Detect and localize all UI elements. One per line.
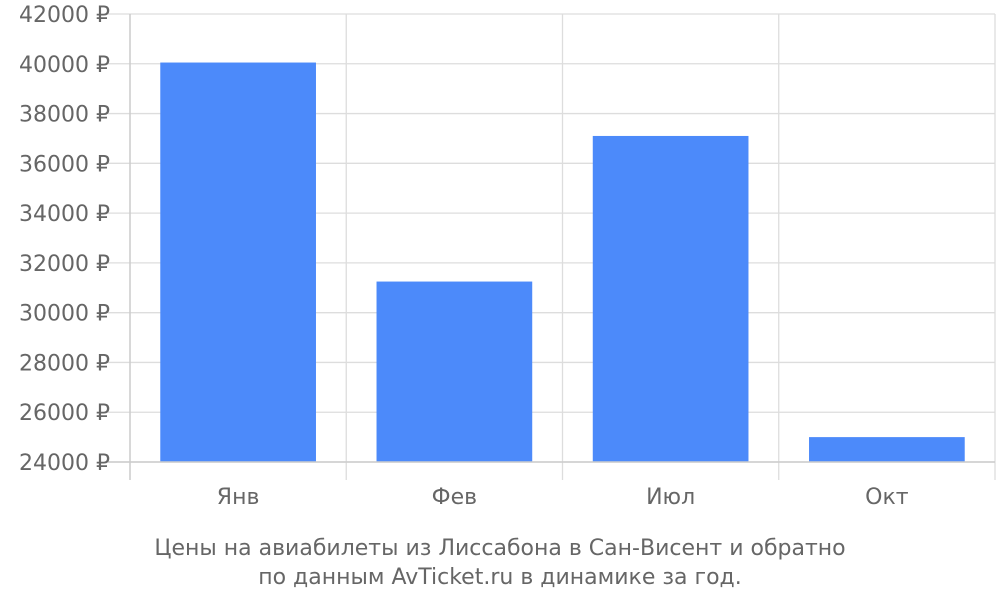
y-axis-tick-labels: 24000 ₽ 26000 ₽ 28000 ₽ 30000 ₽ 32000 ₽ 34000… <box>19 3 110 476</box>
bars <box>160 62 965 463</box>
bar-3 <box>809 437 965 462</box>
x-tick-label: Фев <box>432 485 477 510</box>
chart-caption-line-1: Цены на авиабилеты из Лиссабона в Сан-Ви… <box>154 536 845 561</box>
y-tick-label: 40000 ₽ <box>19 53 110 78</box>
bar-0 <box>160 62 316 463</box>
y-tick-label: 36000 ₽ <box>19 152 110 177</box>
x-axis-tick-labels: Янв Фев Июл Окт <box>217 485 909 510</box>
axes <box>108 14 995 480</box>
x-tick-label: Янв <box>217 485 260 510</box>
y-tick-label: 24000 ₽ <box>19 451 110 476</box>
y-tick-label: 34000 ₽ <box>19 202 110 227</box>
y-tick-label: 42000 ₽ <box>19 3 110 28</box>
bar-2 <box>592 135 749 462</box>
y-tick-label: 28000 ₽ <box>19 351 110 376</box>
y-tick-label: 30000 ₽ <box>19 302 110 327</box>
bar-1 <box>376 281 533 462</box>
x-tick-label: Окт <box>865 485 909 510</box>
x-tick-label: Июл <box>646 485 695 510</box>
y-tick-label: 32000 ₽ <box>19 252 110 277</box>
y-tick-label: 26000 ₽ <box>19 401 110 426</box>
y-tick-label: 38000 ₽ <box>19 103 110 128</box>
chart-caption-line-2: по данным AvTicket.ru в динамике за год. <box>258 565 742 590</box>
